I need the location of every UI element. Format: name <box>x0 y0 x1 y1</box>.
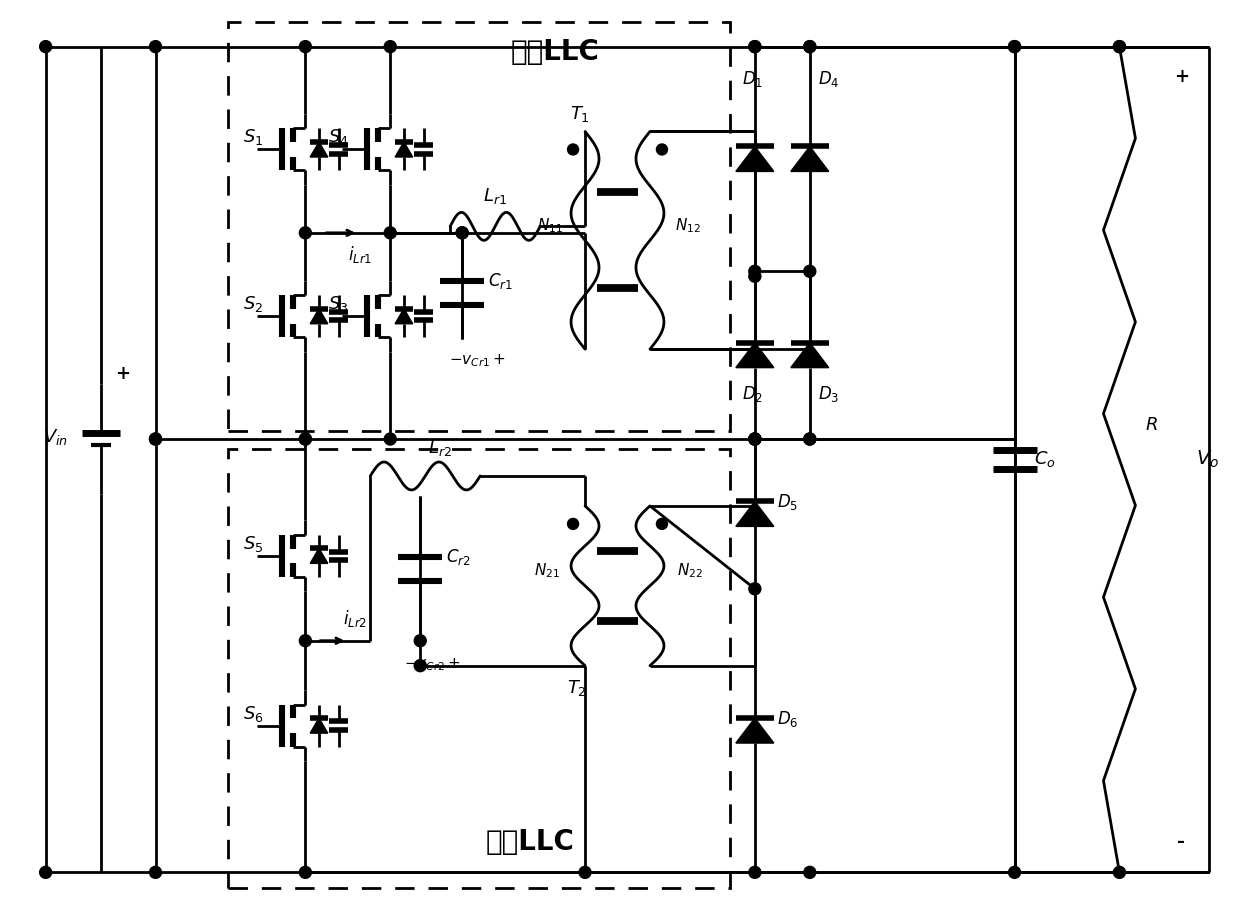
Circle shape <box>1009 41 1021 53</box>
Circle shape <box>748 265 761 277</box>
Circle shape <box>1009 41 1021 53</box>
Circle shape <box>1114 866 1125 878</box>
Circle shape <box>150 866 161 878</box>
Polygon shape <box>310 548 328 563</box>
Circle shape <box>748 433 761 445</box>
Text: 半桥LLC: 半桥LLC <box>486 828 575 856</box>
Text: $D_4$: $D_4$ <box>818 68 839 88</box>
Circle shape <box>1114 41 1125 53</box>
Circle shape <box>384 227 396 239</box>
Text: $S_4$: $S_4$ <box>328 128 348 148</box>
Text: $D_3$: $D_3$ <box>818 384 839 404</box>
Text: $L_{r1}$: $L_{r1}$ <box>483 187 507 207</box>
Text: $C_{r1}$: $C_{r1}$ <box>488 271 513 291</box>
Circle shape <box>748 433 761 445</box>
Text: $- v_{Cr1}+$: $- v_{Cr1}+$ <box>449 353 506 370</box>
Circle shape <box>748 583 761 595</box>
Circle shape <box>1114 41 1125 53</box>
Bar <box>228 22 730 431</box>
Text: $i_{Lr1}$: $i_{Lr1}$ <box>348 244 373 265</box>
Text: $D_5$: $D_5$ <box>777 492 798 512</box>
Text: 全桥LLC: 全桥LLC <box>510 37 600 66</box>
Circle shape <box>300 227 311 239</box>
Text: $C_{r2}$: $C_{r2}$ <box>446 548 471 568</box>
Text: $D_6$: $D_6$ <box>777 709 798 729</box>
Circle shape <box>748 41 761 53</box>
Polygon shape <box>395 142 413 157</box>
Circle shape <box>456 227 468 239</box>
Text: $S_1$: $S_1$ <box>243 128 264 148</box>
Polygon shape <box>736 718 774 743</box>
Polygon shape <box>395 309 413 323</box>
Circle shape <box>579 866 591 878</box>
Bar <box>228 449 730 888</box>
Circle shape <box>40 41 52 53</box>
Text: $N_{22}$: $N_{22}$ <box>676 561 703 580</box>
Circle shape <box>804 866 815 878</box>
Text: -: - <box>1177 834 1186 852</box>
Circle shape <box>300 41 311 53</box>
Text: +: + <box>1173 67 1189 86</box>
Circle shape <box>414 660 426 671</box>
Polygon shape <box>790 343 829 368</box>
Text: $D_1$: $D_1$ <box>742 68 763 88</box>
Text: +: + <box>115 365 130 384</box>
Text: $V_{in}$: $V_{in}$ <box>43 427 68 447</box>
Circle shape <box>657 144 668 155</box>
Circle shape <box>748 866 761 878</box>
Text: $N_{21}$: $N_{21}$ <box>534 561 560 580</box>
Text: $- v_{Cr2}+$: $- v_{Cr2}+$ <box>404 656 461 673</box>
Text: $T_2$: $T_2$ <box>567 678 587 698</box>
Polygon shape <box>310 142 328 157</box>
Circle shape <box>748 41 761 53</box>
Circle shape <box>414 635 426 647</box>
Text: $L_{r2}$: $L_{r2}$ <box>429 438 452 458</box>
Text: $S_6$: $S_6$ <box>243 703 264 723</box>
Circle shape <box>567 518 579 529</box>
Circle shape <box>804 433 815 445</box>
Polygon shape <box>790 147 829 171</box>
Circle shape <box>150 433 161 445</box>
Polygon shape <box>736 343 774 368</box>
Text: $N_{12}$: $N_{12}$ <box>675 216 701 235</box>
Text: $N_{11}$: $N_{11}$ <box>538 216 563 235</box>
Circle shape <box>1009 866 1021 878</box>
Text: $V_o$: $V_o$ <box>1196 449 1219 470</box>
Circle shape <box>456 227 468 239</box>
Circle shape <box>804 41 815 53</box>
Circle shape <box>150 41 161 53</box>
Circle shape <box>804 433 815 445</box>
Text: $R$: $R$ <box>1145 415 1157 434</box>
Circle shape <box>804 41 815 53</box>
Circle shape <box>384 41 396 53</box>
Text: $S_2$: $S_2$ <box>243 294 264 314</box>
Circle shape <box>748 433 761 445</box>
Text: $S_5$: $S_5$ <box>243 534 264 554</box>
Circle shape <box>748 433 761 445</box>
Polygon shape <box>736 147 774 171</box>
Polygon shape <box>310 309 328 323</box>
Circle shape <box>748 271 761 282</box>
Polygon shape <box>736 501 774 527</box>
Circle shape <box>150 433 161 445</box>
Text: $D_2$: $D_2$ <box>742 384 763 404</box>
Circle shape <box>300 433 311 445</box>
Circle shape <box>300 433 311 445</box>
Circle shape <box>300 866 311 878</box>
Polygon shape <box>310 718 328 733</box>
Text: $T_1$: $T_1$ <box>570 104 590 124</box>
Circle shape <box>384 433 396 445</box>
Circle shape <box>657 518 668 529</box>
Text: $i_{Lr2}$: $i_{Lr2}$ <box>343 609 368 630</box>
Text: $S_3$: $S_3$ <box>328 294 348 314</box>
Circle shape <box>40 866 52 878</box>
Circle shape <box>804 265 815 277</box>
Circle shape <box>300 635 311 647</box>
Text: $C_o$: $C_o$ <box>1033 449 1056 469</box>
Circle shape <box>567 144 579 155</box>
